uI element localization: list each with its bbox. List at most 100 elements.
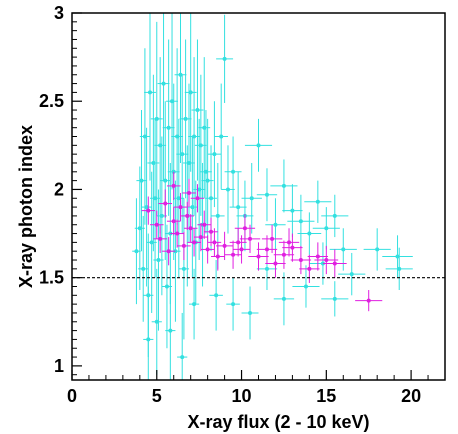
point-marker <box>225 187 230 192</box>
point-marker <box>188 90 193 95</box>
data-point <box>166 171 181 201</box>
point-marker <box>303 284 308 289</box>
data-point <box>200 110 212 234</box>
point-marker <box>324 258 329 263</box>
point-marker <box>209 196 214 201</box>
point-marker <box>144 205 149 210</box>
data-point <box>153 189 164 331</box>
x-tick-label: 0 <box>67 386 77 406</box>
point-marker <box>178 72 183 77</box>
data-point <box>321 281 349 317</box>
point-marker <box>159 213 164 218</box>
data-point <box>154 57 167 234</box>
point-marker <box>307 231 312 236</box>
data-point <box>150 21 163 216</box>
point-marker <box>146 208 151 213</box>
point-marker <box>248 310 253 315</box>
data-point <box>173 192 188 222</box>
data-point <box>338 252 366 296</box>
data-point <box>256 235 278 264</box>
point-marker <box>171 183 176 188</box>
point-marker <box>215 213 220 218</box>
data-point <box>151 268 162 375</box>
data-point <box>209 260 223 331</box>
data-point <box>256 168 278 222</box>
point-marker <box>164 284 169 289</box>
y-axis-label: X-ray photon index <box>16 125 36 288</box>
point-marker <box>256 143 261 148</box>
data-point <box>165 277 176 380</box>
point-marker <box>315 254 320 259</box>
point-marker <box>180 152 185 157</box>
point-marker <box>236 240 241 245</box>
point-marker <box>192 240 197 245</box>
data-point <box>147 74 160 252</box>
y-tick-label: 1.5 <box>39 268 64 288</box>
point-marker <box>281 296 286 301</box>
data-point <box>304 180 332 223</box>
point-marker <box>298 219 303 224</box>
y-tick-label: 1 <box>54 356 64 376</box>
data-point <box>187 228 201 257</box>
point-marker <box>215 254 220 259</box>
data-point <box>188 268 200 340</box>
data-point <box>166 13 178 190</box>
point-marker <box>176 196 181 201</box>
plot-frame <box>71 12 446 381</box>
point-marker <box>183 116 188 121</box>
point-marker <box>195 196 200 201</box>
data-point <box>224 136 242 208</box>
data-point <box>221 145 235 234</box>
point-marker <box>153 196 158 201</box>
point-marker <box>198 143 203 148</box>
point-marker <box>287 240 292 245</box>
point-marker <box>273 261 278 266</box>
data-point <box>244 118 273 172</box>
data-point <box>261 224 283 253</box>
point-marker <box>186 190 191 195</box>
data-point <box>321 194 349 238</box>
point-marker <box>231 302 236 307</box>
data-point <box>307 242 329 271</box>
point-marker <box>332 296 337 301</box>
data-point <box>176 74 189 234</box>
data-layer <box>132 13 413 380</box>
data-point <box>149 210 164 239</box>
point-marker <box>298 258 303 263</box>
data-point <box>156 136 167 296</box>
point-marker <box>161 81 166 86</box>
point-marker <box>198 235 203 240</box>
point-marker <box>158 236 163 241</box>
data-point <box>198 57 211 199</box>
x-tick-label: 15 <box>316 386 336 406</box>
point-marker <box>205 178 210 183</box>
data-point <box>171 48 184 225</box>
data-point <box>170 219 184 248</box>
point-marker <box>248 236 253 241</box>
data-point <box>273 272 295 326</box>
point-marker <box>192 302 197 307</box>
data-point <box>226 277 240 331</box>
point-marker <box>270 236 275 241</box>
point-marker <box>375 247 380 252</box>
point-marker <box>154 116 159 121</box>
data-point <box>193 118 206 261</box>
data-point <box>312 207 340 250</box>
point-marker <box>188 226 193 231</box>
point-marker <box>242 226 247 231</box>
data-point <box>177 312 188 380</box>
data-point <box>204 217 218 246</box>
point-marker <box>146 337 151 342</box>
data-point <box>292 265 320 308</box>
data-point <box>241 162 262 234</box>
point-marker <box>134 249 139 254</box>
point-marker <box>170 99 175 104</box>
data-point <box>224 240 242 269</box>
point-marker <box>209 229 214 234</box>
axis-ticks: 0 5 10 15 20 1 1.5 2 2.5 3 <box>39 3 429 406</box>
data-point <box>270 159 298 213</box>
point-marker <box>397 266 402 271</box>
point-marker <box>281 252 286 257</box>
x-tick-label: 10 <box>232 386 252 406</box>
point-marker <box>219 134 224 139</box>
